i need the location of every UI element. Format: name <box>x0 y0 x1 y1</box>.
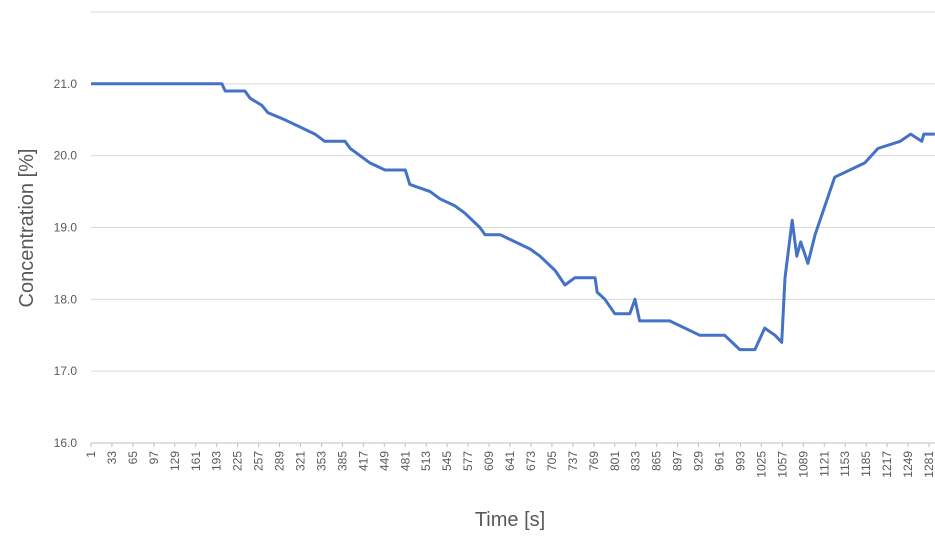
x-tick-label: 577 <box>461 451 475 471</box>
x-tick-label: 289 <box>273 451 287 471</box>
y-tick-label: 20.0 <box>54 149 78 163</box>
x-tick-label: 161 <box>189 451 203 471</box>
x-tick-label: 961 <box>713 451 727 471</box>
x-tick-label: 929 <box>692 451 706 471</box>
x-tick-label: 481 <box>398 451 412 471</box>
y-tick-label: 17.0 <box>54 364 78 378</box>
x-tick-label: 1249 <box>901 451 915 478</box>
x-tick-label: 609 <box>482 451 496 471</box>
x-tick-label: 801 <box>608 451 622 471</box>
x-tick-label: 33 <box>105 451 119 465</box>
x-tick-label: 385 <box>335 451 349 471</box>
x-tick-label: 737 <box>566 451 580 471</box>
x-tick-label: 193 <box>210 451 224 471</box>
x-tick-label: 545 <box>440 451 454 471</box>
x-axis-title: Time [s] <box>475 509 545 531</box>
y-axis-title: Concentration [%] <box>16 149 38 308</box>
x-tick-label: 97 <box>147 451 161 465</box>
x-tick-label: 673 <box>524 451 538 471</box>
x-tick-label: 65 <box>126 451 140 465</box>
x-tick-label: 417 <box>356 451 370 471</box>
x-tick-label: 705 <box>545 451 559 471</box>
x-tick-label: 1057 <box>775 451 789 478</box>
y-tick-label: 18.0 <box>54 292 78 306</box>
x-tick-label: 129 <box>168 451 182 471</box>
x-tick-label: 1025 <box>754 451 768 478</box>
x-tick-label: 865 <box>650 451 664 471</box>
x-tick-label: 321 <box>294 451 308 471</box>
x-tick-label: 257 <box>252 451 266 471</box>
x-tick-label: 769 <box>587 451 601 471</box>
y-tick-label: 16.0 <box>54 436 78 450</box>
x-tick-label: 1 <box>84 451 98 458</box>
y-tick-label: 19.0 <box>54 221 78 235</box>
x-tick-label: 1217 <box>880 451 894 478</box>
x-tick-label: 993 <box>733 451 747 471</box>
x-tick-label: 897 <box>671 451 685 471</box>
x-tick-label: 833 <box>629 451 643 471</box>
x-tick-label: 1089 <box>796 451 810 478</box>
x-tick-label: 1281 <box>922 451 935 478</box>
x-tick-label: 225 <box>231 451 245 471</box>
x-tick-label: 1153 <box>838 451 852 477</box>
x-tick-label: 641 <box>503 451 517 471</box>
x-tick-label: 1121 <box>817 451 831 477</box>
data-line <box>91 82 935 352</box>
x-tick-label: 513 <box>419 451 433 471</box>
x-tick-label: 1185 <box>859 451 873 477</box>
y-tick-label: 21.0 <box>54 77 78 91</box>
x-tick-label: 353 <box>314 451 328 471</box>
x-tick-label: 449 <box>377 451 391 471</box>
